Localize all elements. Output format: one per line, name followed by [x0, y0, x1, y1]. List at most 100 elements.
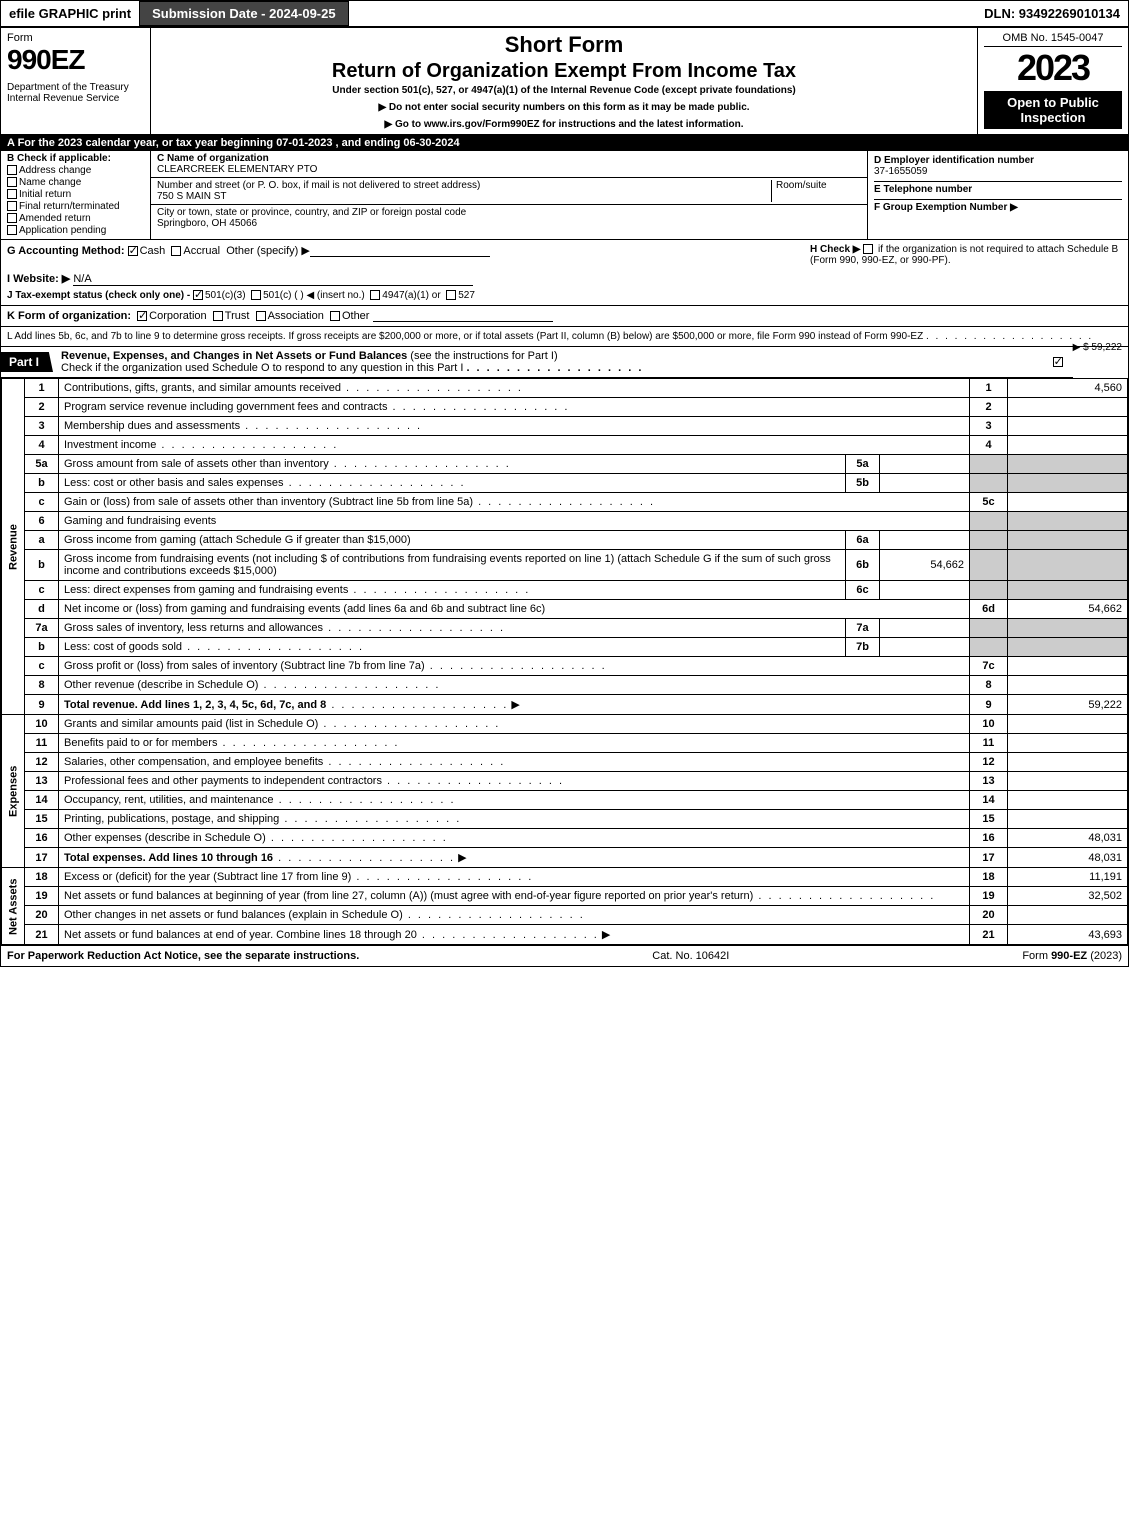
j-501c3: 501(c)(3) — [205, 290, 246, 301]
line-10: Expenses 10 Grants and similar amounts p… — [2, 715, 1128, 734]
submission-date: Submission Date - 2024-09-25 — [139, 1, 349, 26]
chk-name-change[interactable]: Name change — [7, 177, 144, 188]
ein-label: D Employer identification number — [874, 155, 1034, 166]
line-9: 9 Total revenue. Add lines 1, 2, 3, 4, 5… — [2, 695, 1128, 715]
city-label: City or town, state or province, country… — [157, 207, 466, 218]
expenses-vlabel: Expenses — [2, 715, 25, 868]
open-public-badge: Open to Public Inspection — [984, 91, 1122, 129]
j-label: J Tax-exempt status (check only one) - — [7, 290, 190, 301]
chk-initial-return[interactable]: Initial return — [7, 189, 144, 200]
g-other: Other (specify) ▶ — [226, 245, 310, 257]
form-word: Form — [7, 32, 144, 44]
k-label: K Form of organization: — [7, 310, 131, 322]
chk-corporation[interactable] — [137, 311, 147, 321]
meta-g-h: G Accounting Method: Cash Accrual Other … — [1, 240, 1128, 306]
k-trust: Trust — [225, 310, 250, 322]
part1-check-text: Check if the organization used Schedule … — [61, 362, 463, 374]
line-8: 8 Other revenue (describe in Schedule O)… — [2, 676, 1128, 695]
group-exemption-label: F Group Exemption Number ▶ — [874, 202, 1018, 213]
city-value: Springboro, OH 45066 — [157, 218, 257, 229]
city-row: City or town, state or province, country… — [151, 205, 867, 231]
j-501c: 501(c) ( ) ◀ (insert no.) — [263, 290, 365, 301]
return-title: Return of Organization Exempt From Incom… — [159, 60, 969, 83]
street-value: 750 S MAIN ST — [157, 191, 226, 202]
chk-other-org[interactable] — [330, 311, 340, 321]
org-name-label: C Name of organization — [157, 153, 269, 164]
tax-year: 2023 — [984, 47, 1122, 89]
column-b-checkboxes: B Check if applicable: Address change Na… — [1, 151, 151, 239]
section-k: K Form of organization: Corporation Trus… — [1, 306, 1128, 327]
line-4: 4 Investment income 4 — [2, 436, 1128, 455]
column-de: D Employer identification number 37-1655… — [868, 151, 1128, 239]
form-number: 990EZ — [7, 44, 144, 76]
column-c-org-info: C Name of organization CLEARCREEK ELEMEN… — [151, 151, 868, 239]
topbar: efile GRAPHIC print Submission Date - 20… — [1, 1, 1128, 28]
street-label: Number and street (or P. O. box, if mail… — [157, 180, 480, 191]
k-other: Other — [342, 310, 370, 322]
l-dots — [926, 331, 1093, 342]
col-b-label: B Check if applicable: — [7, 153, 111, 164]
chk-application-pending[interactable]: Application pending — [7, 225, 144, 236]
j-4947: 4947(a)(1) or — [382, 290, 440, 301]
j-527: 527 — [458, 290, 475, 301]
h-label: H Check ▶ — [810, 244, 860, 255]
chk-accrual[interactable] — [171, 246, 181, 256]
part1-title: Revenue, Expenses, and Changes in Net As… — [53, 347, 1053, 377]
footer-paperwork: For Paperwork Reduction Act Notice, see … — [7, 950, 359, 962]
line-14: 14 Occupancy, rent, utilities, and maint… — [2, 791, 1128, 810]
part1-schedule-o-check[interactable] — [1053, 356, 1073, 368]
omb-number: OMB No. 1545-0047 — [984, 32, 1122, 47]
chk-final-return[interactable]: Final return/terminated — [7, 201, 144, 212]
i-label: I Website: ▶ — [7, 273, 70, 285]
chk-501c3[interactable] — [193, 290, 203, 300]
line-18: Net Assets 18 Excess or (deficit) for th… — [2, 868, 1128, 887]
line-17: 17 Total expenses. Add lines 10 through … — [2, 848, 1128, 868]
chk-address-change[interactable]: Address change — [7, 165, 144, 176]
telephone-row: E Telephone number — [874, 182, 1122, 200]
chk-cash[interactable] — [128, 246, 138, 256]
chk-trust[interactable] — [213, 311, 223, 321]
line-7a: 7a Gross sales of inventory, less return… — [2, 619, 1128, 638]
efile-label: efile GRAPHIC print — [1, 2, 139, 25]
ein-row: D Employer identification number 37-1655… — [874, 153, 1122, 182]
line-6b: b Gross income from fundraising events (… — [2, 550, 1128, 581]
netassets-vlabel: Net Assets — [2, 868, 25, 945]
g-other-field[interactable] — [310, 245, 490, 257]
chk-association[interactable] — [256, 311, 266, 321]
chk-h[interactable] — [863, 244, 873, 254]
line-7b: b Less: cost of goods sold 7b — [2, 638, 1128, 657]
l-amount: ▶ $ 59,222 — [1073, 342, 1122, 353]
street-row: Number and street (or P. O. box, if mail… — [151, 178, 867, 205]
line-13: 13 Professional fees and other payments … — [2, 772, 1128, 791]
line-19: 19 Net assets or fund balances at beginn… — [2, 887, 1128, 906]
chk-amended-return[interactable]: Amended return — [7, 213, 144, 224]
info-grid: B Check if applicable: Address change Na… — [1, 151, 1128, 240]
k-corp: Corporation — [149, 310, 206, 322]
dln: DLN: 93492269010134 — [976, 2, 1128, 25]
room-label: Room/suite — [776, 180, 827, 191]
line-6: 6 Gaming and fundraising events — [2, 512, 1128, 531]
line-2: 2 Program service revenue including gove… — [2, 398, 1128, 417]
line-12: 12 Salaries, other compensation, and emp… — [2, 753, 1128, 772]
g-label: G Accounting Method: — [7, 245, 125, 257]
chk-527[interactable] — [446, 290, 456, 300]
line-7c: c Gross profit or (loss) from sales of i… — [2, 657, 1128, 676]
k-other-field[interactable] — [373, 310, 553, 322]
website-value: N/A — [73, 273, 473, 286]
goto-link[interactable]: ▶ Go to www.irs.gov/Form990EZ for instru… — [159, 119, 969, 130]
chk-501c[interactable] — [251, 290, 261, 300]
line-6a: a Gross income from gaming (attach Sched… — [2, 531, 1128, 550]
k-assoc: Association — [268, 310, 324, 322]
revenue-vlabel: Revenue — [2, 379, 25, 715]
header-center: Short Form Return of Organization Exempt… — [151, 28, 978, 134]
telephone-label: E Telephone number — [874, 184, 972, 195]
chk-4947[interactable] — [370, 290, 380, 300]
section-l: L Add lines 5b, 6c, and 7b to line 9 to … — [1, 327, 1128, 347]
line-15: 15 Printing, publications, postage, and … — [2, 810, 1128, 829]
org-name-row: C Name of organization CLEARCREEK ELEMEN… — [151, 151, 867, 178]
line-5b: b Less: cost or other basis and sales ex… — [2, 474, 1128, 493]
form-990ez-page: efile GRAPHIC print Submission Date - 20… — [0, 0, 1129, 967]
department-label: Department of the Treasury Internal Reve… — [7, 82, 144, 104]
no-ssn-notice: ▶ Do not enter social security numbers o… — [159, 102, 969, 113]
line-11: 11 Benefits paid to or for members 11 — [2, 734, 1128, 753]
